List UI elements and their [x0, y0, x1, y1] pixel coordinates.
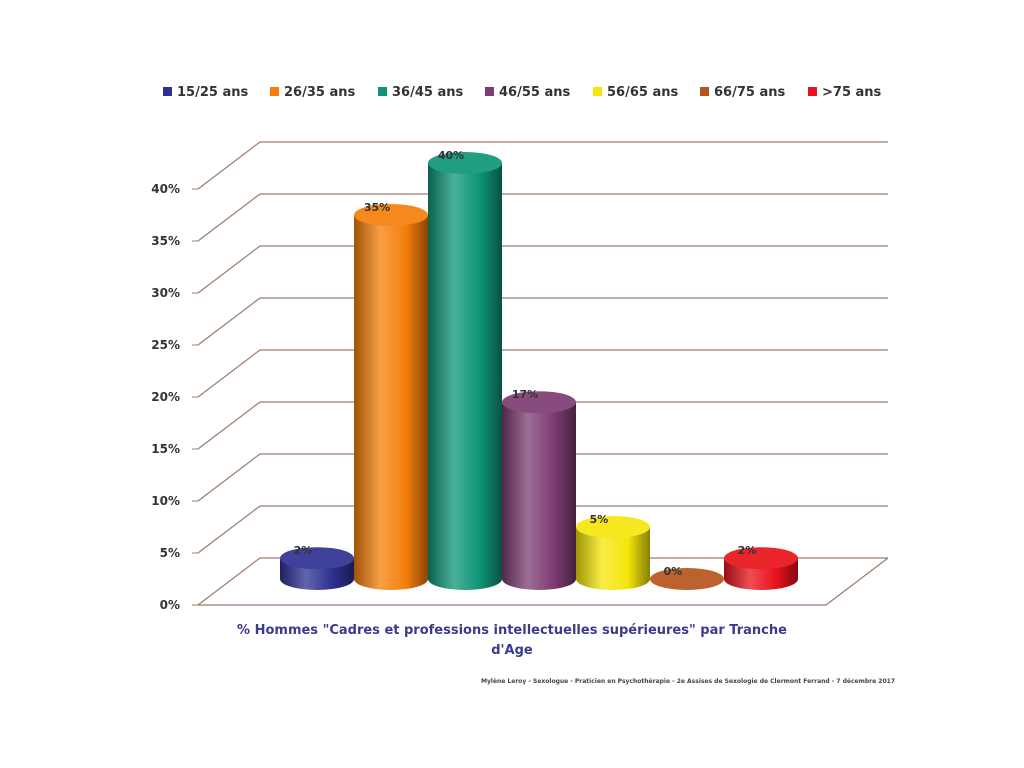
bar-top	[280, 547, 354, 570]
data-label: 2%	[738, 544, 757, 557]
y-tick-label: 30%	[151, 286, 180, 300]
legend: 15/25 ans 26/35 ans 36/45 ans 46/55 ans 56/6…	[163, 85, 882, 100]
bar	[724, 547, 798, 590]
data-labels: 2% 35% 40% 17% 5% 0% 2%	[294, 149, 757, 578]
y-tick-label: 25%	[151, 338, 180, 352]
bar	[280, 547, 354, 590]
legend-swatch	[485, 87, 494, 96]
floor-right-edge	[825, 557, 889, 606]
data-label: 40%	[438, 149, 464, 162]
bar-top	[576, 516, 650, 538]
grid-diagonal	[197, 297, 261, 346]
bar-top	[428, 152, 502, 174]
chart-caption-line2: d'Age	[491, 643, 533, 658]
y-tick-label: 15%	[151, 442, 180, 456]
y-tick-label: 0%	[160, 598, 180, 612]
bar	[354, 204, 428, 590]
bars	[280, 152, 798, 590]
bar	[428, 152, 502, 590]
grid-diagonal	[197, 349, 261, 398]
bar	[576, 516, 650, 590]
legend-label: 56/65 ans	[607, 85, 678, 100]
y-axis: 0% 5% 10% 15% 20% 25% 30% 35% 40%	[151, 182, 198, 612]
legend-label: 15/25 ans	[177, 85, 248, 100]
grid-diagonal	[197, 245, 261, 294]
bar	[650, 568, 724, 590]
bar-body	[354, 215, 428, 590]
grid-diagonal	[197, 401, 261, 450]
y-tick-label: 40%	[151, 182, 180, 196]
y-tick-label: 20%	[151, 390, 180, 404]
data-label: 35%	[364, 201, 390, 214]
data-label: 2%	[294, 544, 313, 557]
legend-label: 46/55 ans	[499, 85, 570, 100]
bar-top	[502, 391, 576, 414]
bar-top	[650, 568, 724, 590]
legend-label: 36/45 ans	[392, 85, 463, 100]
legend-swatch	[270, 87, 279, 96]
bar-body	[576, 527, 650, 590]
grid-diagonal	[197, 505, 261, 554]
bar-top	[354, 204, 428, 226]
grid-diagonal	[197, 557, 261, 606]
legend-swatch	[593, 87, 602, 96]
legend-swatch	[378, 87, 387, 96]
data-label: 0%	[664, 565, 683, 578]
data-label: 17%	[512, 388, 538, 401]
legend-label: 26/35 ans	[284, 85, 355, 100]
grid-diagonal	[197, 141, 261, 190]
legend-label: 66/75 ans	[714, 85, 785, 100]
bar-body	[502, 402, 576, 590]
bar	[502, 391, 576, 590]
legend-swatch	[808, 87, 817, 96]
y-tick-label: 35%	[151, 234, 180, 248]
legend-swatch	[700, 87, 709, 96]
credit-footer: Mylène Leroy - Sexologue - Praticien en …	[481, 678, 895, 685]
bar-body	[428, 163, 502, 590]
y-tick-label: 5%	[160, 546, 180, 560]
data-label: 5%	[590, 513, 609, 526]
grid-diagonal	[197, 453, 261, 502]
y-tick-label: 10%	[151, 494, 180, 508]
bar-top	[724, 547, 798, 570]
chart-caption-line1: % Hommes "Cadres et professions intellec…	[237, 623, 787, 638]
legend-swatch	[163, 87, 172, 96]
legend-label: >75 ans	[822, 85, 882, 100]
grid-diagonal	[197, 193, 261, 242]
